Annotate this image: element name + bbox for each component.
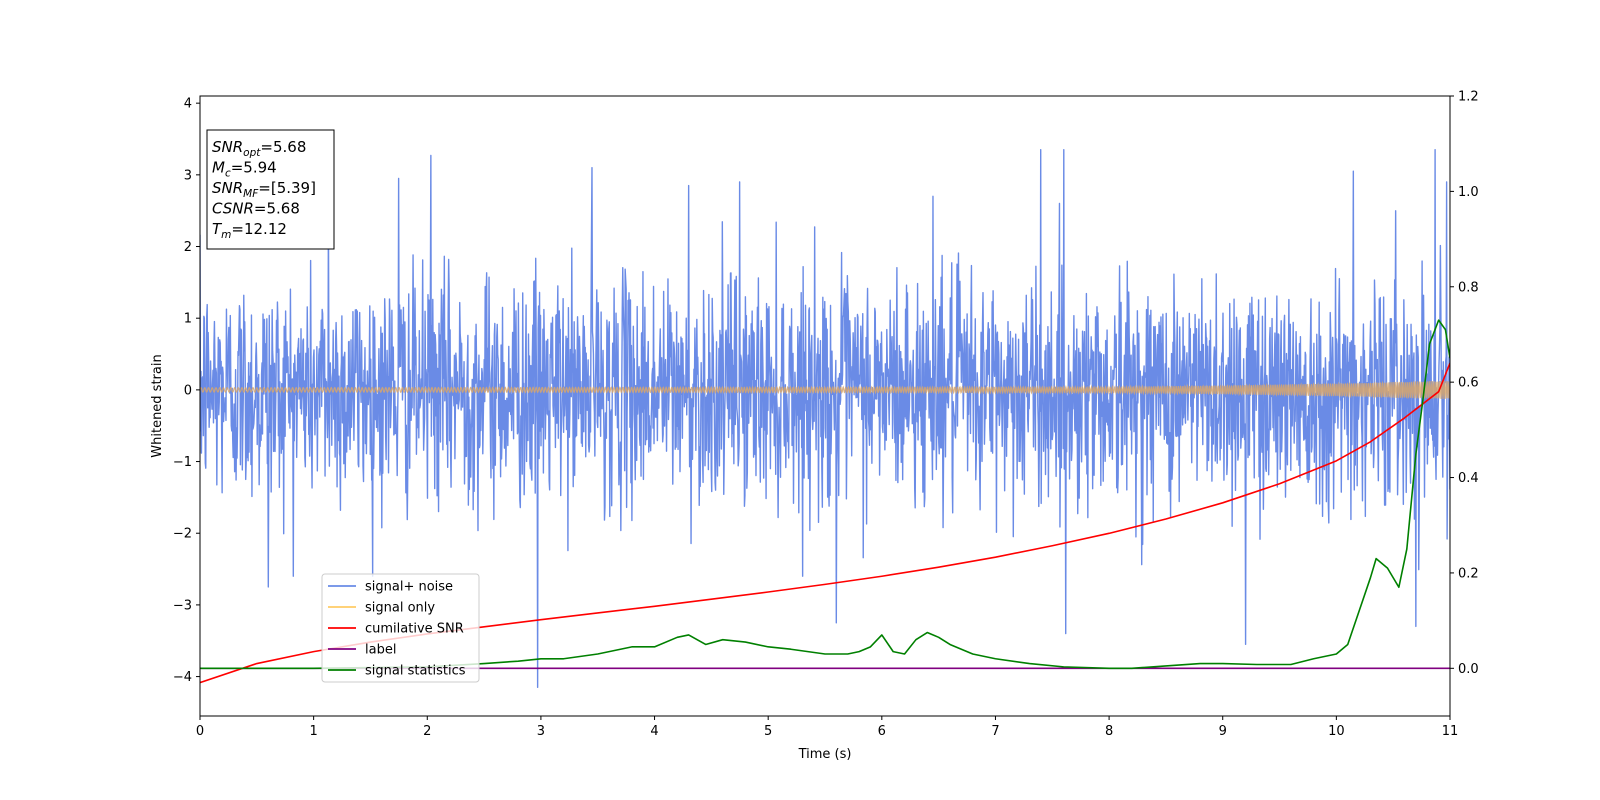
x-tick-label: 8 <box>1105 724 1113 739</box>
legend-label: signal only <box>365 601 435 616</box>
x-tick-label: 0 <box>196 724 204 739</box>
series-signal-only-line <box>200 380 1450 400</box>
y2-tick-label: 1.2 <box>1458 90 1479 105</box>
y-tick-label: 0 <box>184 383 192 398</box>
legend-label: cumilative SNR <box>365 622 464 637</box>
y2-tick-label: 0.4 <box>1458 471 1479 486</box>
x-tick-label: 9 <box>1219 724 1227 739</box>
y2-tick-label: 0.0 <box>1458 662 1479 677</box>
annotation-line: Tm=12.12 <box>212 220 287 241</box>
x-tick-label: 11 <box>1442 724 1459 739</box>
x-tick-label: 7 <box>991 724 999 739</box>
legend: signal+ noise signal only cumilative SNR la… <box>321 573 480 683</box>
x-tick-label: 6 <box>878 724 886 739</box>
y-tick-label: 4 <box>184 97 192 112</box>
legend-label: signal statistics <box>365 664 466 679</box>
annotation-line: SNRopt=5.68 <box>212 138 306 159</box>
y2-tick-label: 1.0 <box>1458 185 1479 200</box>
y-tick-label: −3 <box>173 598 192 613</box>
legend-label: signal+ noise <box>365 580 453 595</box>
y2-tick-label: 0.2 <box>1458 566 1479 581</box>
annotation-line: CSNR=5.68 <box>212 200 300 218</box>
plot-frame <box>199 95 1451 717</box>
x-tick-label: 2 <box>423 724 431 739</box>
y-tick-label: 3 <box>184 168 192 183</box>
y-tick-label: −1 <box>173 455 192 470</box>
y2-tick-label: 0.6 <box>1458 376 1479 391</box>
x-tick-label: 3 <box>537 724 545 739</box>
x-tick-label: 10 <box>1328 724 1345 739</box>
x-tick-label: 5 <box>764 724 772 739</box>
y-tick-label: 1 <box>184 312 192 327</box>
legend-frame <box>321 573 480 683</box>
axes-layer: 0 1 2 3 4 5 6 7 8 9 10 11 −4 −3 −2 −1 0 1 2 3 4 0.0 0.2 0.4 0.6 0… <box>173 90 1479 740</box>
series-signal-statistics-line <box>200 319 1450 670</box>
y-tick-label: −2 <box>173 527 192 542</box>
y-tick-label: 2 <box>184 240 192 255</box>
y2-tick-label: 0.8 <box>1458 280 1479 295</box>
annotation-line: Mc=5.94 <box>212 159 277 180</box>
x-tick-label: 1 <box>309 724 317 739</box>
annotation-line: SNRMF=[5.39] <box>212 179 316 200</box>
y-axis-label: Whitened strain <box>150 354 165 457</box>
y-tick-label: −4 <box>173 670 192 685</box>
annotation-frame <box>206 129 335 250</box>
x-axis-label: Time (s) <box>798 747 852 762</box>
legend-label: label <box>365 643 396 658</box>
x-tick-label: 4 <box>650 724 658 739</box>
